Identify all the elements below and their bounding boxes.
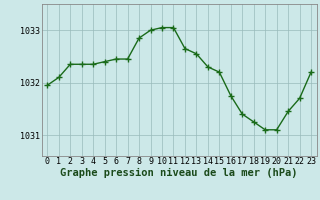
X-axis label: Graphe pression niveau de la mer (hPa): Graphe pression niveau de la mer (hPa) <box>60 168 298 178</box>
